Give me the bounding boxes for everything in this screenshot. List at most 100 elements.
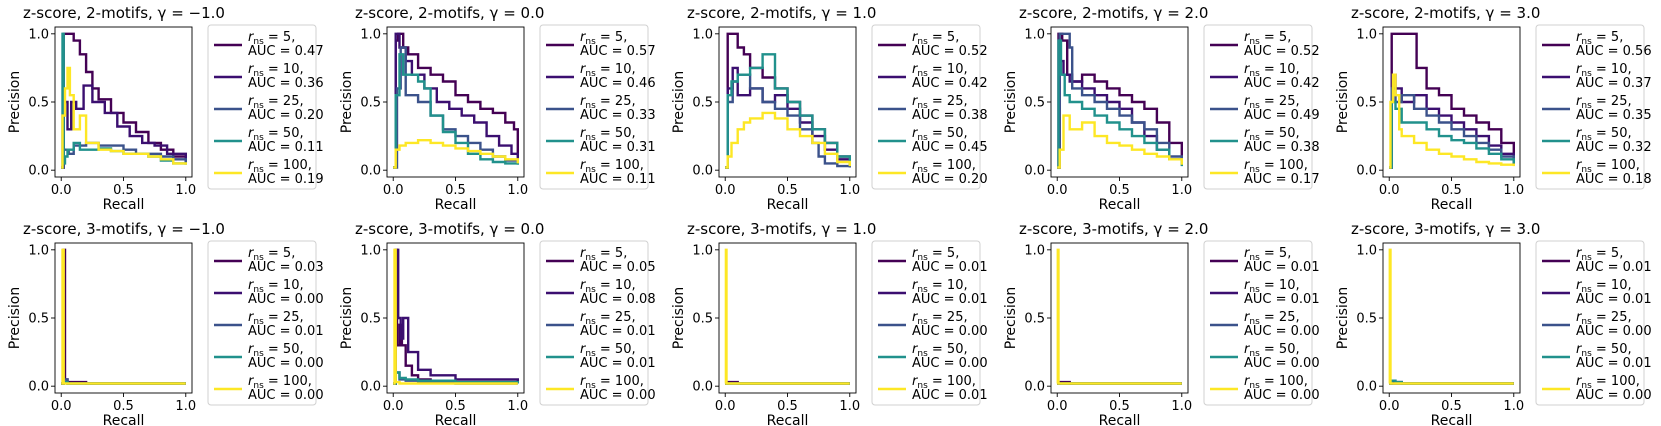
- y-tick-label: 0.0: [1024, 380, 1045, 395]
- legend-label: rns = 10,: [580, 278, 636, 295]
- legend-auc: AUC = 0.00: [248, 356, 324, 371]
- x-tick-label: 0.5: [1109, 183, 1130, 198]
- subplot-title: z-score, 3-motifs, γ = 1.0: [687, 220, 876, 238]
- legend-auc: AUC = 0.00: [912, 356, 988, 371]
- legend-label: rns = 25,: [1244, 310, 1300, 327]
- legend-label: rns = 10,: [248, 62, 304, 79]
- legend-auc: AUC = 0.18: [1576, 172, 1652, 187]
- x-tick-label: 0.5: [777, 183, 798, 198]
- legend-item-2: rns = 10,AUC = 0.42: [878, 62, 988, 91]
- legend-auc: AUC = 0.46: [580, 76, 656, 91]
- legend-item-5: rns = 100,AUC = 0.00: [546, 374, 656, 403]
- x-tick-label: 1.0: [839, 183, 860, 198]
- x-tick-label: 0.0: [1379, 183, 1400, 198]
- legend-label: rns = 10,: [1576, 278, 1632, 295]
- subplot-6: z-score, 3-motifs, γ = −1.0 0.0 0.5 1.0 0.0 0…: [7, 220, 324, 426]
- legend-item-4: rns = 50,AUC = 0.01: [546, 342, 656, 371]
- legend-auc: AUC = 0.20: [912, 172, 988, 187]
- legend-item-5: rns = 100,AUC = 0.00: [214, 374, 324, 403]
- plot-frame: [718, 242, 857, 394]
- y-tick-label: 0.5: [360, 312, 381, 327]
- legend-item-3: rns = 25,AUC = 0.33: [546, 94, 656, 123]
- legend-auc: AUC = 0.38: [1244, 140, 1320, 155]
- series-line-5: [61, 248, 186, 385]
- y-tick-label: 1.0: [28, 243, 49, 258]
- legend-label: rns = 5,: [1576, 30, 1623, 47]
- legend-auc: AUC = 0.05: [580, 260, 656, 275]
- y-tick-label: 0.5: [360, 96, 381, 111]
- legend-auc: AUC = 0.37: [1576, 76, 1652, 91]
- x-axis-label: Recall: [435, 413, 477, 426]
- legend-label: rns = 5,: [912, 30, 959, 47]
- x-tick-label: 0.0: [51, 399, 72, 414]
- y-tick-label: 0.0: [1024, 164, 1045, 179]
- legend-label: rns = 10,: [1244, 278, 1300, 295]
- legend-label: rns = 10,: [1244, 62, 1300, 79]
- legend-auc: AUC = 0.17: [1244, 172, 1320, 187]
- x-axis-label: Recall: [1431, 413, 1473, 426]
- legend-auc: AUC = 0.20: [248, 108, 324, 123]
- legend-item-3: rns = 25,AUC = 0.00: [1542, 310, 1652, 339]
- subplot-title: z-score, 3-motifs, γ = 3.0: [1351, 220, 1540, 238]
- y-tick-label: 0.0: [1356, 164, 1377, 179]
- legend-label: rns = 100,: [912, 374, 976, 391]
- legend-label: rns = 25,: [912, 94, 968, 111]
- legend-auc: AUC = 0.01: [912, 388, 988, 403]
- legend-label: rns = 25,: [912, 310, 968, 327]
- subplot-4: z-score, 2-motifs, γ = 2.0 0.0 0.5 1.0 0.0 0.…: [1003, 4, 1320, 213]
- legend-item-3: rns = 25,AUC = 0.38: [878, 94, 988, 123]
- legend-box: [1203, 24, 1313, 190]
- subplot-7: z-score, 3-motifs, γ = 0.0 0.0 0.5 1.0 0.0 0.…: [339, 220, 656, 426]
- legend-item-2: rns = 10,AUC = 0.00: [214, 278, 324, 307]
- legend-item-5: rns = 100,AUC = 0.19: [214, 158, 324, 187]
- y-axis-label: Precision: [671, 71, 687, 133]
- legend-item-3: rns = 25,AUC = 0.01: [546, 310, 656, 339]
- y-tick-label: 1.0: [1356, 243, 1377, 258]
- x-axis-label: Recall: [435, 197, 477, 213]
- subplot-title: z-score, 3-motifs, γ = −1.0: [23, 220, 225, 238]
- legend-label: rns = 50,: [1244, 126, 1300, 143]
- legend-label: rns = 25,: [580, 310, 636, 327]
- legend-label: rns = 100,: [1576, 374, 1640, 391]
- legend-label: rns = 25,: [580, 94, 636, 111]
- series-line-2: [393, 248, 519, 385]
- legend-box: [871, 24, 981, 190]
- x-tick-label: 0.0: [383, 399, 404, 414]
- y-axis-label: Precision: [339, 287, 355, 349]
- legend-label: rns = 50,: [580, 126, 636, 143]
- legend-label: rns = 5,: [1244, 30, 1291, 47]
- legend-label: rns = 100,: [248, 374, 312, 391]
- x-axis-label: Recall: [1099, 197, 1141, 213]
- y-axis-label: Precision: [671, 287, 687, 349]
- legend-label: rns = 50,: [248, 342, 304, 359]
- subplot-9: z-score, 3-motifs, γ = 2.0 0.0 0.5 1.0 0.0 0.…: [1003, 220, 1320, 426]
- legend-item-2: rns = 10,AUC = 0.37: [1542, 62, 1652, 91]
- x-tick-label: 0.5: [1441, 399, 1462, 414]
- legend-label: rns = 100,: [912, 158, 976, 175]
- y-axis-label: Precision: [1003, 287, 1019, 349]
- legend-auc: AUC = 0.45: [912, 140, 988, 155]
- legend-auc: AUC = 0.00: [912, 324, 988, 339]
- y-tick-label: 0.5: [1024, 312, 1045, 327]
- series-line-4: [1057, 39, 1183, 169]
- legend-auc: AUC = 0.00: [1576, 324, 1652, 339]
- legend-auc: AUC = 0.00: [248, 388, 324, 403]
- subplot-2: z-score, 2-motifs, γ = 0.0 0.0 0.5 1.0 0.0 0.…: [339, 4, 656, 213]
- legend-auc: AUC = 0.35: [1576, 108, 1652, 123]
- legend-label: rns = 50,: [580, 342, 636, 359]
- legend-auc: AUC = 0.01: [1576, 356, 1652, 371]
- legend-item-1: rns = 5,AUC = 0.47: [214, 30, 324, 59]
- legend-box: [539, 24, 649, 190]
- legend-item-3: rns = 25,AUC = 0.20: [214, 94, 324, 123]
- x-tick-label: 0.0: [715, 399, 736, 414]
- legend-item-2: rns = 10,AUC = 0.01: [1210, 278, 1320, 307]
- x-tick-label: 0.0: [715, 183, 736, 198]
- series-line-4: [393, 53, 519, 169]
- legend-label: rns = 10,: [912, 62, 968, 79]
- subplot-8: z-score, 3-motifs, γ = 1.0 0.0 0.5 1.0 0.0 0.…: [671, 220, 988, 426]
- x-tick-label: 1.0: [1503, 183, 1524, 198]
- series-line-3: [1057, 32, 1183, 169]
